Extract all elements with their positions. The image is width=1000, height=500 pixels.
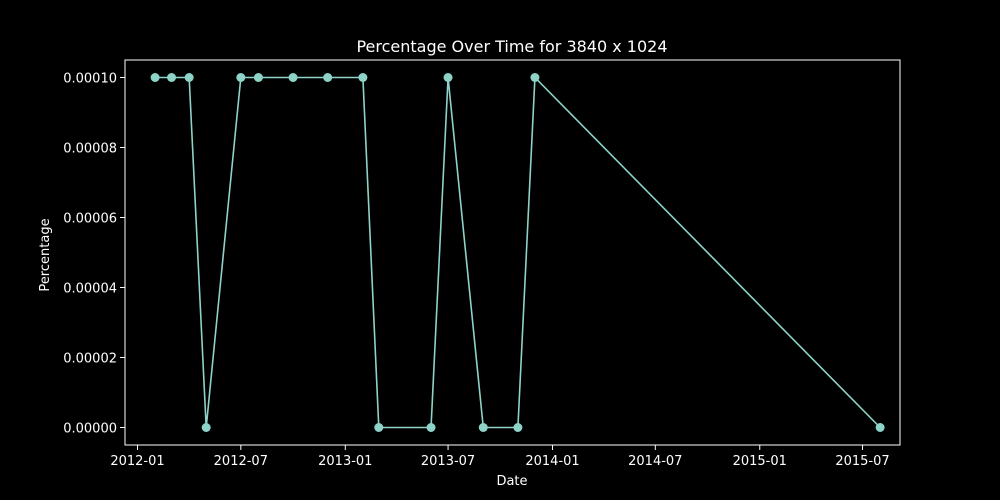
data-point <box>513 423 523 432</box>
y-axis: 0.00000 0.00002 0.00004 0.00006 0.00008 0.000… <box>63 72 125 437</box>
data-point <box>374 423 384 432</box>
data-point <box>236 73 246 82</box>
data-point <box>358 73 368 82</box>
chart-title: Percentage Over Time for 3840 x 1024 <box>356 37 667 56</box>
x-axis-label: Date <box>496 474 527 489</box>
data-point <box>167 73 177 82</box>
data-point <box>184 73 194 82</box>
y-tick-label: 0.00004 <box>63 282 117 297</box>
data-point <box>478 423 488 432</box>
x-tick-label: 2013-01 <box>318 454 372 469</box>
series-layer <box>150 73 885 432</box>
plot-frame <box>124 59 901 446</box>
x-tick-label: 2015-07 <box>835 454 889 469</box>
data-point <box>443 73 453 82</box>
data-point <box>426 423 436 432</box>
data-point <box>875 423 885 432</box>
y-tick-label: 0.00006 <box>63 212 117 227</box>
y-tick-label: 0.00000 <box>63 422 117 437</box>
x-tick-label: 2014-01 <box>525 454 579 469</box>
series-line <box>155 75 881 429</box>
y-tick-label: 0.00008 <box>63 142 117 157</box>
data-point <box>201 423 211 432</box>
x-tick-label: 2012-07 <box>214 454 268 469</box>
y-axis-label: Percentage <box>38 218 53 291</box>
x-tick-label: 2015-01 <box>733 454 787 469</box>
data-point <box>530 73 540 82</box>
x-axis: 2012-01 2012-07 2013-01 2013-07 2014-01 2014-… <box>110 445 890 469</box>
y-tick-label: 0.00010 <box>63 72 117 87</box>
data-point <box>253 73 263 82</box>
x-tick-label: 2013-07 <box>421 454 475 469</box>
data-point <box>150 73 160 82</box>
data-point <box>288 73 298 82</box>
x-tick-label: 2012-01 <box>110 454 164 469</box>
y-tick-label: 0.00002 <box>63 352 117 367</box>
x-tick-label: 2014-07 <box>628 454 682 469</box>
data-point <box>323 73 333 82</box>
